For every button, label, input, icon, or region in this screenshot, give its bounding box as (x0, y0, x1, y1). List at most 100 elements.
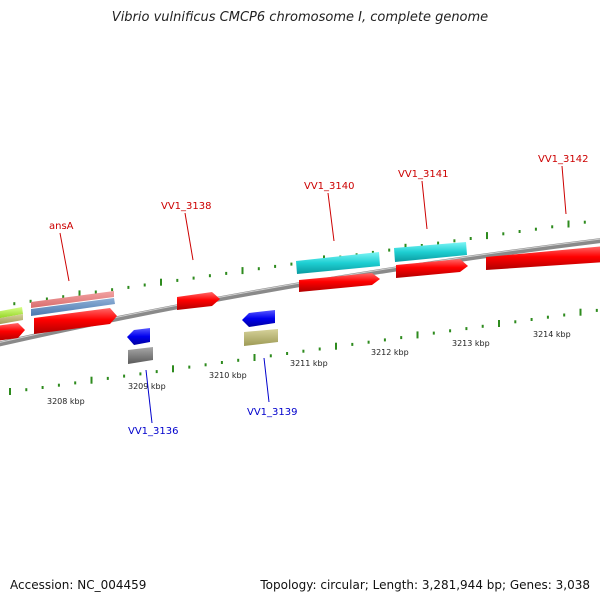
leader-vv1-3136 (145, 369, 153, 424)
leader-vv1-3141 (421, 180, 428, 230)
leader-vv1-3140 (327, 192, 335, 242)
major-tick (160, 278, 162, 286)
major-tick (486, 232, 488, 240)
gene-label-vv1-3142[interactable]: VV1_3142 (538, 154, 589, 165)
minor-tick (302, 349, 305, 353)
minor-tick (383, 338, 386, 342)
gene-arrow-vv1-3141[interactable] (396, 259, 468, 278)
minor-tick (318, 347, 321, 351)
major-tick (9, 388, 11, 395)
minor-tick (518, 230, 521, 233)
major-tick (253, 354, 256, 361)
scale-label: 3210 kbp (209, 371, 247, 380)
minor-tick (45, 297, 48, 301)
feature-bar-steel (31, 298, 115, 316)
minor-tick (432, 331, 435, 335)
minor-tick (469, 237, 472, 240)
genome-summary-text: Topology: circular; Length: 3,281,944 bp… (260, 578, 590, 592)
major-tick (579, 308, 582, 316)
minor-tick (106, 376, 109, 380)
feature-bar-gray (128, 347, 153, 364)
minor-tick (367, 340, 370, 344)
major-tick (241, 267, 244, 275)
feature-bar-cyan-3141 (394, 242, 467, 262)
minor-tick (208, 274, 211, 278)
minor-tick (546, 315, 549, 319)
major-tick (172, 365, 174, 373)
gene-labels: ansA VV1_3138 VV1_3140 VV1_3141 VV1_3142… (49, 154, 589, 437)
minor-tick (57, 383, 60, 387)
gene-label-vv1-3141[interactable]: VV1_3141 (398, 169, 449, 180)
minor-tick (220, 361, 223, 364)
minor-tick (74, 381, 77, 385)
minor-tick (139, 372, 142, 376)
reverse-feature-row (127, 310, 278, 364)
minor-tick (269, 354, 272, 358)
minor-tick (155, 370, 158, 374)
minor-tick (514, 320, 517, 324)
forward-feature-row (0, 246, 600, 341)
gene-label-vv1-3138[interactable]: VV1_3138 (161, 201, 212, 212)
gene-label-vv1-3139[interactable]: VV1_3139 (247, 407, 298, 418)
minor-tick (274, 264, 277, 268)
minor-tick (29, 299, 32, 303)
major-tick (78, 290, 81, 298)
minor-tick (530, 318, 533, 321)
minor-tick (290, 262, 293, 266)
gene-arrow[interactable] (0, 323, 25, 341)
major-tick (335, 342, 337, 350)
minor-tick (388, 248, 391, 252)
label-leaders (59, 165, 567, 424)
gene-arrow-vv1-3139[interactable] (242, 310, 275, 327)
minor-tick (94, 290, 97, 294)
scale-label: 3212 kbp (371, 348, 409, 357)
minor-tick (257, 267, 260, 271)
gene-arrow-vv1-3138[interactable] (177, 292, 220, 310)
minor-tick (502, 232, 505, 236)
leader-ansA (59, 232, 70, 282)
minor-tick (583, 220, 586, 224)
minor-tick (481, 324, 484, 328)
leader-vv1-3139 (263, 357, 270, 403)
minor-tick (25, 388, 28, 392)
minor-tick (123, 374, 126, 378)
minor-tick (595, 308, 598, 312)
feature-bar-pink (31, 291, 114, 308)
major-tick (90, 376, 93, 384)
minor-tick (176, 278, 179, 282)
minor-tick (237, 358, 240, 362)
minor-tick (188, 365, 191, 369)
major-tick (416, 331, 419, 339)
gene-arrow-vv1-3142[interactable] (486, 246, 600, 270)
minor-tick (551, 225, 554, 229)
minor-tick (563, 313, 566, 317)
gene-label-vv1-3140[interactable]: VV1_3140 (304, 181, 355, 192)
feature-bar-lime (0, 307, 23, 319)
scale-label: 3209 kbp (128, 382, 166, 391)
minor-tick (534, 227, 537, 231)
leader-vv1-3138 (184, 212, 194, 261)
minor-tick (62, 295, 65, 299)
minor-tick (286, 352, 289, 355)
gene-arrow-vv1-3140[interactable] (299, 273, 380, 292)
gene-label-vv1-3136[interactable]: VV1_3136 (128, 426, 179, 437)
gene-label-ansA[interactable]: ansA (49, 221, 74, 232)
feature-bar-olive (0, 314, 23, 325)
minor-tick (41, 386, 44, 389)
scale-label: 3214 kbp (533, 330, 571, 339)
minor-tick (225, 271, 228, 275)
forward-feature-row-2 (0, 242, 467, 325)
major-tick (567, 220, 570, 228)
minor-tick (465, 327, 468, 331)
scale-label: 3208 kbp (47, 397, 85, 406)
minor-tick (453, 239, 456, 243)
minor-tick (204, 363, 207, 367)
minor-tick (371, 250, 374, 254)
feature-bar-olive-2 (244, 329, 278, 346)
gene-arrow-ansA[interactable] (34, 308, 117, 334)
scale-labels: 3208 kbp 3209 kbp 3210 kbp 3211 kbp 3212… (47, 330, 571, 406)
major-tick (498, 320, 500, 327)
gene-arrow-vv1-3136[interactable] (127, 328, 150, 345)
minor-tick (420, 244, 423, 247)
